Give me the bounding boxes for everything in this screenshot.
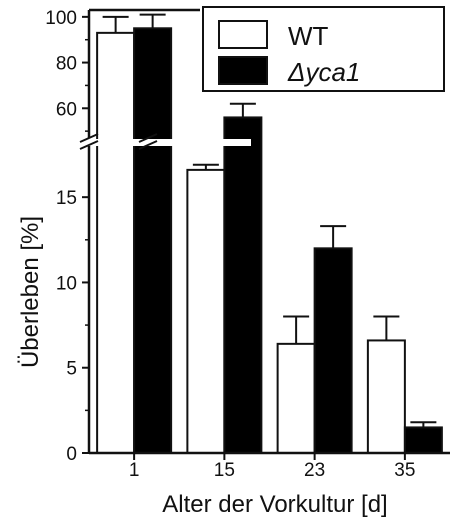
bar-wt-15 [186, 168, 226, 454]
break-mark-lower-1 [138, 140, 158, 150]
axis-break-gap [81, 139, 251, 146]
y-tick-label-5: 5 [66, 359, 77, 380]
legend-label-wt: WT [288, 21, 329, 51]
bar-yca1-35 [403, 426, 443, 454]
bar-wt-23 [276, 342, 316, 455]
break-mark-upper-1 [138, 133, 158, 143]
legend-swatch-yca1 [218, 56, 268, 85]
y-tick-label-10: 10 [56, 273, 77, 294]
x-axis-title: Alter der Vorkultur [d] [162, 491, 387, 518]
break-mark-lower-0 [79, 140, 99, 150]
legend: WT Δyca1 [202, 6, 445, 92]
bar-yca1-23 [313, 247, 353, 454]
x-tick-label-23: 23 [304, 460, 325, 481]
y-tick-label-0: 0 [66, 444, 77, 465]
y-tick-label-100: 100 [45, 8, 77, 29]
errorbars-layer [102, 13, 437, 428]
bar-yca1-15 [223, 116, 263, 455]
bar-wt-1 [96, 31, 136, 454]
legend-swatch-wt [218, 20, 268, 49]
break-mark-upper-0 [79, 133, 99, 143]
bar-wt-35 [366, 339, 406, 454]
bar-yca1-1 [133, 27, 173, 455]
y-tick-label-60: 60 [56, 99, 77, 120]
y-axis-title: Überleben [%] [17, 216, 44, 368]
legend-label-yca1: Δyca1 [287, 57, 360, 87]
x-tick-label-35: 35 [394, 460, 415, 481]
ticks-layer: 1 15 23 35 0 5 10 15 60 80 100 [45, 8, 415, 481]
y-tick-label-15: 15 [56, 188, 77, 209]
x-tick-label-15: 15 [214, 460, 235, 481]
y-tick-label-80: 80 [56, 54, 77, 75]
x-tick-label-1: 1 [129, 460, 140, 481]
